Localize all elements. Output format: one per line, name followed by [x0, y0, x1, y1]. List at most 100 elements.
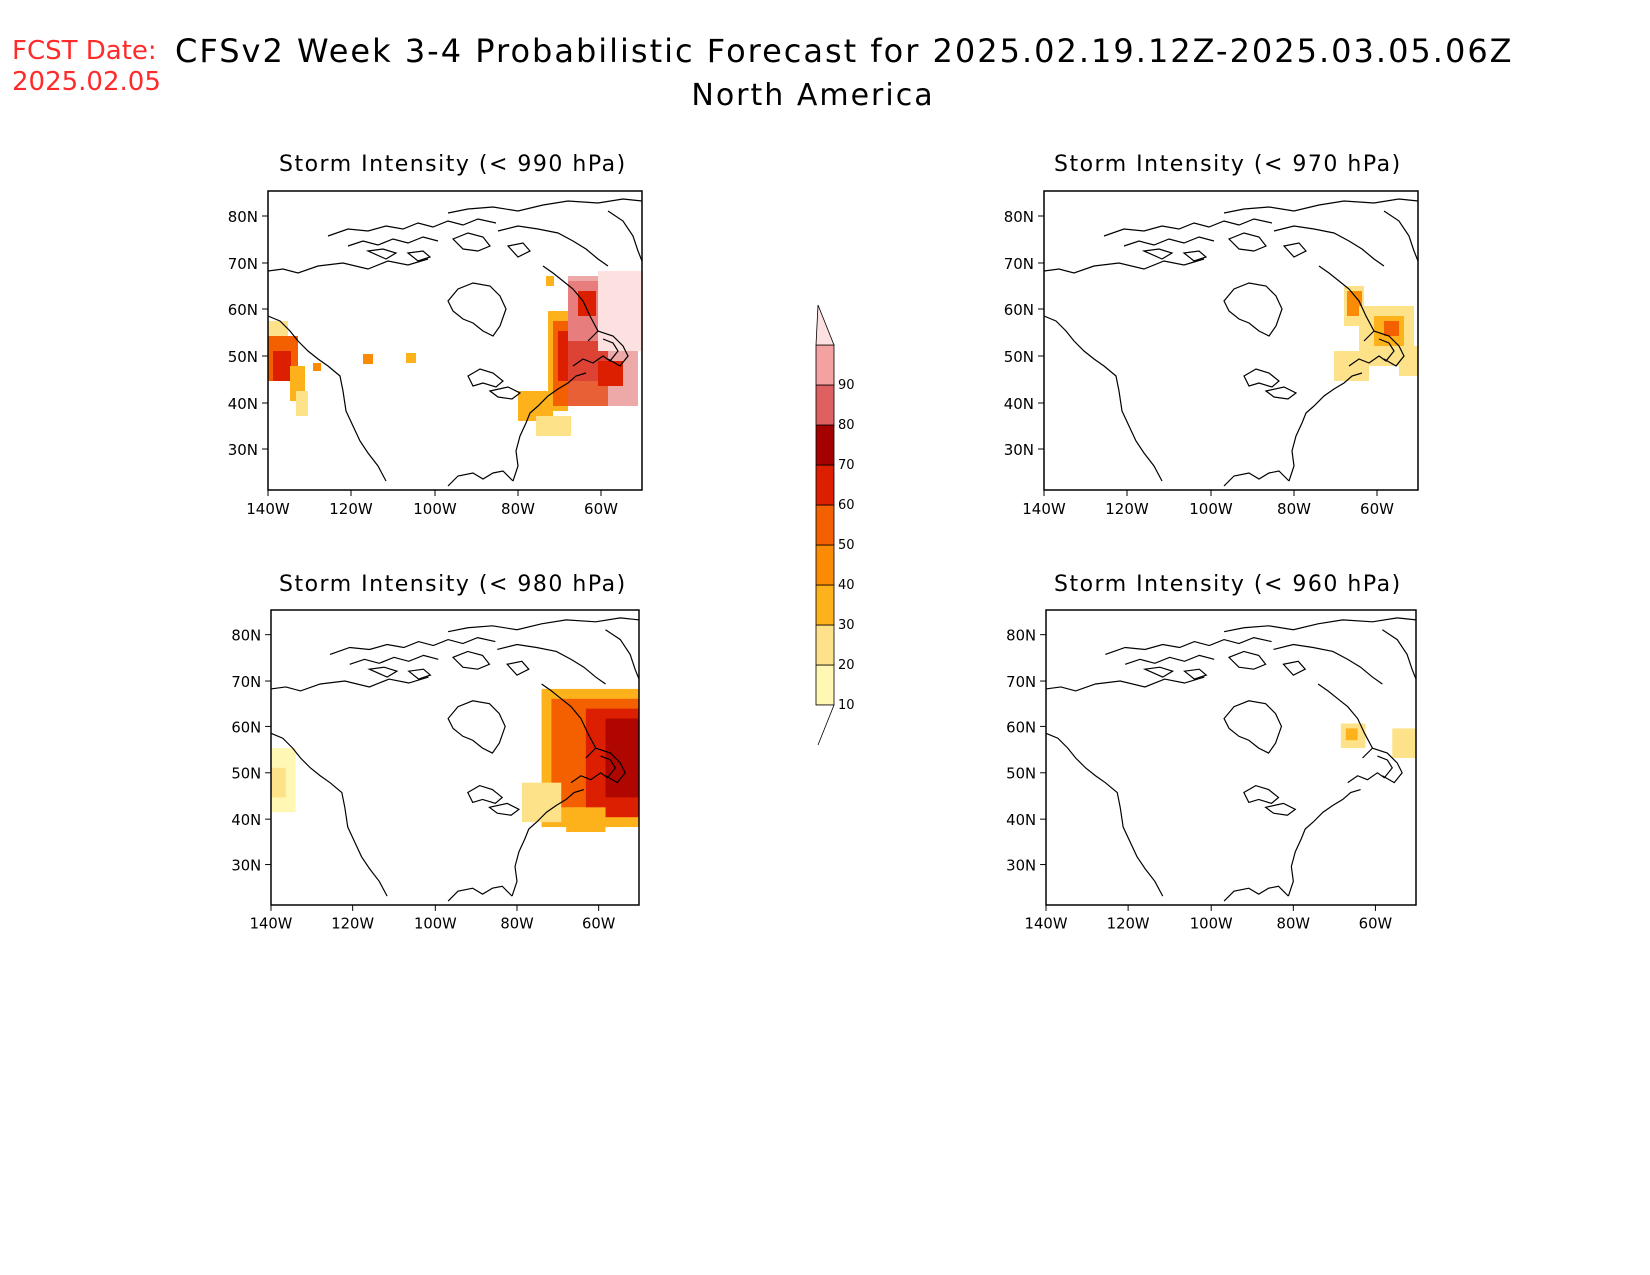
lon-tick-label: 60W	[582, 916, 616, 933]
coastline-path	[467, 784, 504, 805]
lat-tick-label: 30N	[228, 441, 258, 459]
coastline-path	[1227, 650, 1267, 670]
colorbar-top-extension	[815, 304, 835, 346]
lon-tick-label: 80W	[1277, 500, 1311, 518]
region-title: North America	[0, 78, 1650, 113]
coastline-path	[1103, 218, 1273, 237]
lon-tick-label: 120W	[1105, 500, 1149, 518]
colorbar-boxes	[815, 304, 835, 746]
lat-tick-label: 60N	[1004, 301, 1034, 319]
colorbar: 10 20 30 40 50 60 70 80 90	[815, 304, 855, 746]
coastline-path	[1141, 248, 1174, 260]
lat-tick-label: 60N	[231, 719, 261, 736]
colorbar-label: 90	[838, 378, 855, 393]
coastline-path	[1317, 683, 1373, 749]
coastline-path	[270, 732, 388, 897]
lon-tick-label: 80W	[501, 500, 535, 518]
lat-tick-label: 60N	[228, 301, 258, 319]
coastline-path	[506, 660, 530, 676]
coastline-path	[329, 637, 496, 655]
coastline-path	[1223, 885, 1289, 902]
colorbar-bottom-extension	[816, 704, 835, 746]
coastlines	[1043, 198, 1419, 487]
colorbar-label: 50	[838, 538, 855, 553]
lon-tick-label: 120W	[331, 916, 374, 933]
coastline-path	[447, 470, 514, 487]
lat-tick-label: 70N	[231, 674, 261, 691]
coastline-path	[541, 683, 597, 749]
colorbar-bin	[815, 664, 835, 706]
coastline-path	[542, 265, 599, 332]
map-panel-980: 80N 70N 60N 50N 40N 30N 140W 120W 100W 80W 60W	[231, 609, 640, 933]
map-panel-970: 80N 70N 60N 50N 40N 30N 140W 120W 100W 80W 60W	[1004, 190, 1419, 518]
coastline-path	[1043, 258, 1205, 274]
axis-ticks: 80N 70N 60N 50N 40N 30N 140W 120W 100W 80W 60W	[231, 628, 615, 933]
lon-tick-label: 60W	[1360, 500, 1394, 518]
coastline-path	[1264, 802, 1297, 816]
lat-tick-label: 80N	[228, 208, 258, 226]
coastline-path	[1045, 676, 1205, 692]
lat-tick-label: 40N	[1004, 395, 1034, 413]
lon-tick-label: 60W	[1359, 916, 1393, 933]
coastline-path	[607, 210, 643, 262]
coastline-path	[1223, 282, 1283, 337]
lat-tick-label: 30N	[1006, 857, 1036, 874]
lat-tick-label: 70N	[228, 255, 258, 273]
coastline-path	[1182, 250, 1208, 262]
axis-ticks: 80N 70N 60N 50N 40N 30N 140W 120W 100W 80W 60W	[1004, 208, 1394, 518]
map-frame	[1043, 190, 1419, 491]
lon-tick-label: 120W	[1107, 916, 1150, 933]
colorbar-bin	[815, 544, 835, 586]
coastline-path	[1223, 198, 1419, 214]
coastline-path	[1383, 210, 1419, 262]
colorbar-label: 80	[838, 418, 855, 433]
colorbar-label: 60	[838, 498, 855, 513]
coastline-path	[447, 617, 640, 633]
map-panel-990: 80N 70N 60N 50N 40N 30N 140W 120W 100W 80W 60W	[228, 190, 643, 518]
colorbar-label: 70	[838, 458, 855, 473]
lon-tick-label: 100W	[1189, 500, 1233, 518]
coastline-path	[451, 650, 491, 670]
coastline-path	[511, 788, 585, 897]
lon-tick-label: 60W	[584, 500, 618, 518]
coastline-path	[1045, 732, 1164, 897]
coastline-path	[1183, 668, 1208, 680]
page-title: CFSv2 Week 3-4 Probabilistic Forecast fo…	[175, 32, 1514, 70]
coastline-path	[447, 700, 506, 754]
lat-tick-label: 40N	[228, 395, 258, 413]
coastline-path	[1273, 225, 1385, 267]
coastline-path	[605, 629, 640, 680]
colorbar-labels: 10 20 30 40 50 60 70 80 90	[838, 378, 855, 713]
colorbar-bin	[815, 384, 835, 426]
lat-tick-label: 70N	[1004, 255, 1034, 273]
coastline-path	[451, 232, 491, 252]
coastline-path	[407, 668, 432, 680]
coastline-path	[447, 885, 513, 902]
forecast-date-label: FCST Date:	[12, 36, 157, 66]
coastline-path	[1223, 700, 1283, 754]
panel-title-960: Storm Intensity (< 960 hPa)	[1054, 572, 1402, 597]
map-frame	[267, 190, 643, 491]
axis-ticks: 80N 70N 60N 50N 40N 30N 140W 120W 100W 80W 60W	[1006, 628, 1392, 933]
coastline-path	[1243, 368, 1280, 388]
coastlines	[267, 198, 643, 487]
coastline-path	[367, 666, 399, 678]
coastline-path	[1348, 338, 1395, 367]
map-panel-960: 80N 70N 60N 50N 40N 30N 140W 120W 100W 80W 60W	[1006, 609, 1417, 933]
coastline-path	[347, 236, 439, 247]
coastline-path	[447, 198, 643, 214]
colorbar-label: 10	[838, 698, 855, 713]
coastline-path	[467, 368, 504, 388]
coastline-path	[1124, 654, 1215, 665]
coastline-path	[1287, 788, 1361, 897]
coastline-path	[506, 242, 531, 258]
map-frame	[1045, 609, 1417, 906]
colorbar-label: 30	[838, 618, 855, 633]
lon-tick-label: 140W	[246, 500, 290, 518]
coastline-path	[488, 802, 521, 816]
coastline-path	[267, 258, 429, 274]
colorbar-bin	[815, 424, 835, 466]
forecast-date: FCST Date: 2025.02.05	[12, 36, 161, 98]
coastline-path	[512, 372, 587, 482]
panel-title-970: Storm Intensity (< 970 hPa)	[1054, 152, 1402, 177]
